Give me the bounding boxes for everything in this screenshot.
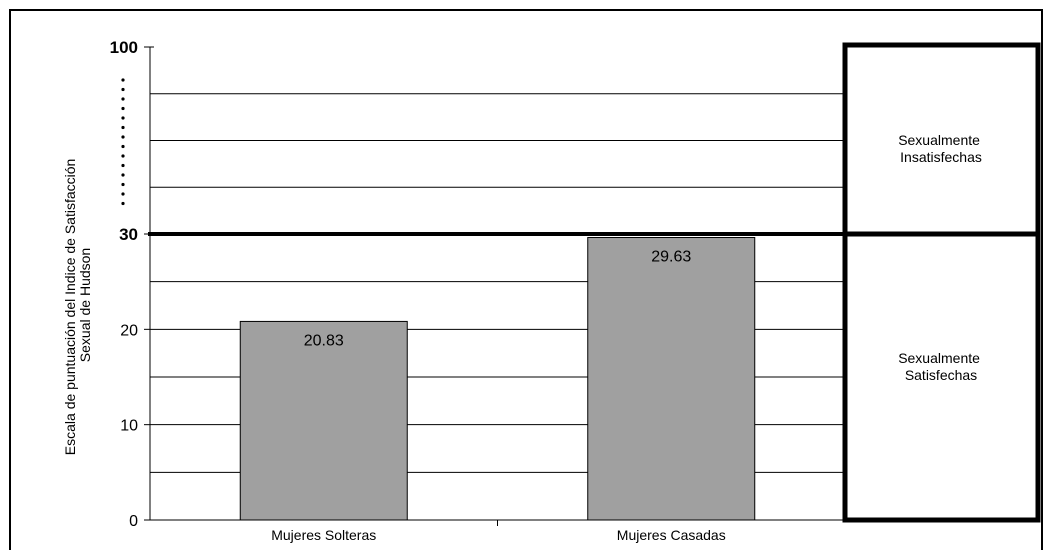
axis-break-dot bbox=[121, 116, 125, 120]
axis-break-dot bbox=[121, 154, 125, 158]
axis-break-dot bbox=[121, 201, 125, 206]
zone-label-satisfechas-line-2: Satisfechas bbox=[905, 367, 977, 383]
y-axis-label: Escala de puntuación del Indice de Satis… bbox=[62, 155, 93, 455]
axis-break-dot bbox=[121, 78, 125, 82]
zone-box-insatisfechas bbox=[842, 42, 1041, 237]
y-tick-label: 30 bbox=[119, 225, 138, 244]
category-labels: Mujeres Solteras Mujeres Casadas bbox=[271, 520, 726, 543]
data-label: 20.83 bbox=[304, 332, 344, 349]
y-tick-label: 10 bbox=[120, 418, 138, 435]
data-label: 29.63 bbox=[651, 249, 691, 266]
y-tick-labels: 0 10 20 30 100 bbox=[110, 38, 150, 530]
y-tick-label: 20 bbox=[120, 322, 138, 339]
axis-break-dots bbox=[121, 78, 125, 206]
axis-break-dot bbox=[121, 173, 125, 177]
axis-break-dot bbox=[121, 182, 125, 187]
zone-label-insatisfechas: Sexualmente Insatisfechas bbox=[898, 132, 984, 165]
bar bbox=[587, 237, 756, 521]
axis-break-dot bbox=[121, 163, 125, 168]
x-tick-label: Mujeres Solteras bbox=[271, 527, 376, 543]
y-tick-label: 100 bbox=[110, 38, 138, 57]
y-tick-label: 0 bbox=[129, 513, 138, 530]
zone-label-satisfechas-line-1: Sexualmente bbox=[898, 350, 980, 366]
bars: 20.83 29.63 bbox=[239, 237, 756, 521]
y-axis-label-line-1: Escala de puntuación del Indice de Satis… bbox=[62, 159, 78, 456]
axis-break-dot bbox=[121, 87, 125, 92]
axis-break-dot bbox=[121, 125, 125, 130]
axis-break-dot bbox=[121, 135, 125, 139]
zone-label-insatisfechas-line-1: Sexualmente bbox=[898, 132, 980, 148]
axis-break-dot bbox=[121, 106, 125, 111]
axis-break-dot bbox=[121, 97, 125, 101]
y-axis-label-line-2: Sexual de Hudson bbox=[77, 248, 93, 362]
zone-label-insatisfechas-line-2: Insatisfechas bbox=[900, 149, 982, 165]
zone-label-satisfechas: Sexualmente Satisfechas bbox=[898, 350, 984, 383]
axis-break-dot bbox=[121, 144, 125, 149]
axis-break-dot bbox=[121, 192, 125, 196]
bar bbox=[239, 320, 408, 521]
x-tick-label: Mujeres Casadas bbox=[617, 527, 726, 543]
zone-box-satisfechas bbox=[842, 231, 1041, 523]
